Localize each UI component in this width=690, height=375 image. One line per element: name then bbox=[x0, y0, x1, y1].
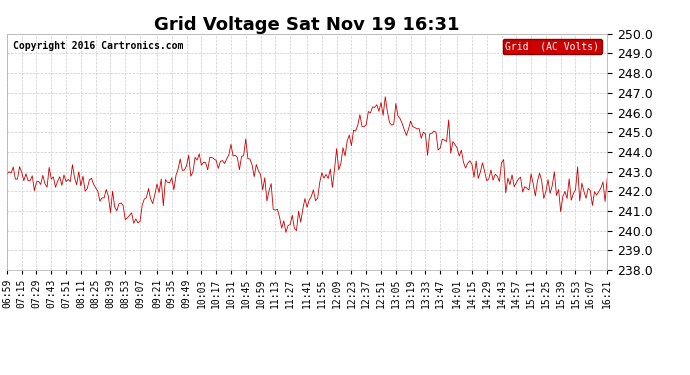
Text: Copyright 2016 Cartronics.com: Copyright 2016 Cartronics.com bbox=[13, 41, 184, 51]
Title: Grid Voltage Sat Nov 19 16:31: Grid Voltage Sat Nov 19 16:31 bbox=[155, 16, 460, 34]
Legend: Grid  (AC Volts): Grid (AC Volts) bbox=[502, 39, 602, 54]
